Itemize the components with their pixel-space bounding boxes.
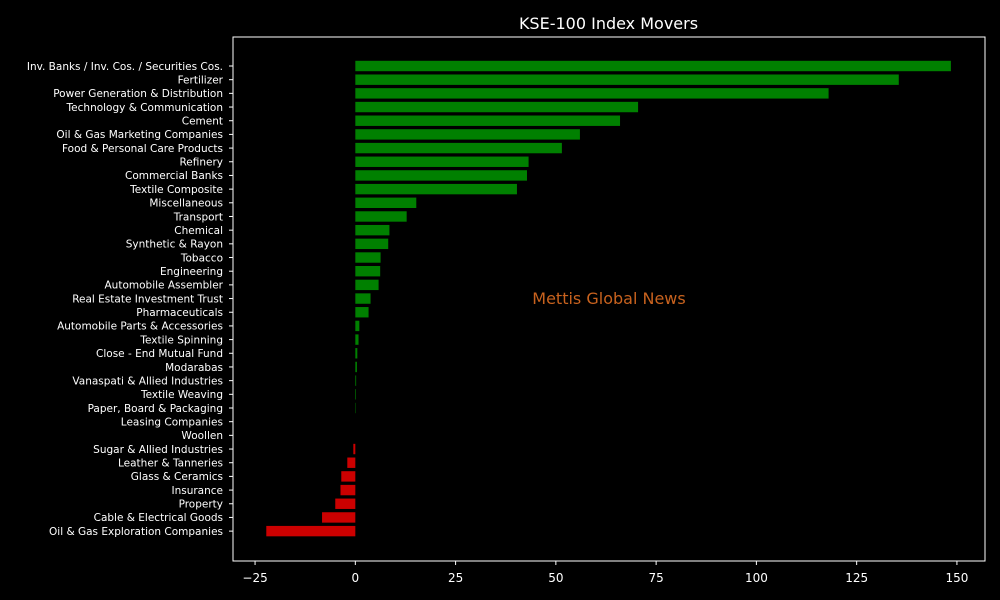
- chart-title: KSE-100 Index Movers: [519, 14, 698, 33]
- category-label: Tobacco: [180, 252, 223, 264]
- x-tick-label: 0: [352, 571, 360, 585]
- category-label: Insurance: [171, 485, 223, 497]
- category-label: Inv. Banks / Inv. Cos. / Securities Cos.: [27, 61, 223, 73]
- bar: [355, 238, 389, 250]
- bar: [355, 389, 356, 400]
- category-label: Technology & Communication: [66, 102, 223, 114]
- bar: [355, 293, 371, 304]
- category-label: Textile Weaving: [140, 389, 223, 401]
- category-labels: Inv. Banks / Inv. Cos. / Securities Cos.…: [27, 61, 233, 538]
- x-tick-label: 125: [845, 571, 868, 585]
- category-label: Commercial Banks: [125, 170, 223, 182]
- bar: [341, 471, 356, 482]
- x-tick-label: 25: [448, 571, 463, 585]
- category-label: Close - End Mutual Fund: [96, 348, 223, 360]
- category-label: Automobile Assembler: [105, 280, 224, 292]
- watermark: Mettis Global News: [532, 289, 685, 308]
- bar: [355, 224, 390, 236]
- category-label: Oil & Gas Exploration Companies: [49, 526, 223, 538]
- bar: [355, 375, 357, 386]
- bars-group: [266, 60, 951, 537]
- category-label: Refinery: [179, 157, 223, 169]
- x-tick-label: −25: [242, 571, 267, 585]
- category-label: Modarabas: [165, 362, 223, 374]
- bar: [322, 512, 356, 523]
- bar: [335, 498, 356, 509]
- bar: [355, 129, 580, 140]
- x-tick-label: 100: [745, 571, 768, 585]
- bar: [355, 266, 381, 277]
- category-label: Oil & Gas Marketing Companies: [56, 129, 223, 141]
- bar: [355, 348, 358, 359]
- x-tick-label: 50: [548, 571, 563, 585]
- bar: [353, 443, 356, 455]
- bar: [355, 142, 562, 154]
- category-label: Vanaspati & Allied Industries: [72, 375, 223, 387]
- category-label: Property: [179, 499, 223, 511]
- category-label: Miscellaneous: [149, 198, 223, 210]
- bar: [355, 156, 529, 167]
- category-label: Paper, Board & Packaging: [88, 403, 223, 415]
- bar: [355, 211, 407, 222]
- bar: [355, 334, 359, 345]
- x-tick-label: 75: [648, 571, 663, 585]
- bar: [355, 88, 829, 99]
- category-label: Leather & Tanneries: [118, 458, 223, 470]
- bar: [355, 320, 360, 332]
- category-label: Transport: [173, 211, 223, 223]
- bar: [355, 307, 369, 318]
- bar: [355, 101, 639, 113]
- category-label: Food & Personal Care Products: [62, 143, 223, 155]
- category-label: Chemical: [174, 225, 223, 237]
- category-label: Sugar & Allied Industries: [93, 444, 223, 456]
- bar: [340, 484, 356, 496]
- x-axis-ticks: −25 0 25 50 75 100 125 150: [242, 561, 968, 585]
- category-label: Synthetic & Rayon: [126, 239, 223, 251]
- category-label: Pharmaceuticals: [136, 307, 223, 319]
- category-label: Fertilizer: [178, 74, 224, 86]
- bar: [355, 361, 357, 373]
- bar: [347, 457, 356, 468]
- category-label: Leasing Companies: [121, 416, 223, 428]
- x-tick-label: 150: [945, 571, 968, 585]
- category-label: Cement: [182, 116, 223, 128]
- bar: [266, 525, 356, 537]
- category-label: Textile Composite: [129, 184, 223, 196]
- bar: [355, 74, 899, 85]
- category-label: Real Estate Investment Trust: [72, 293, 223, 305]
- bar: [355, 252, 381, 263]
- category-label: Engineering: [160, 266, 223, 278]
- category-label: Power Generation & Distribution: [53, 88, 223, 100]
- bar: [355, 279, 379, 291]
- category-label: Automobile Parts & Accessories: [57, 321, 223, 333]
- category-label: Woollen: [181, 430, 223, 442]
- bar: [355, 60, 951, 72]
- category-label: Glass & Ceramics: [131, 471, 223, 483]
- bar: [355, 197, 417, 208]
- category-label: Cable & Electrical Goods: [94, 512, 223, 524]
- bar: [355, 170, 527, 181]
- category-label: Textile Spinning: [139, 334, 223, 346]
- bar: [355, 183, 517, 195]
- bar: [355, 115, 621, 126]
